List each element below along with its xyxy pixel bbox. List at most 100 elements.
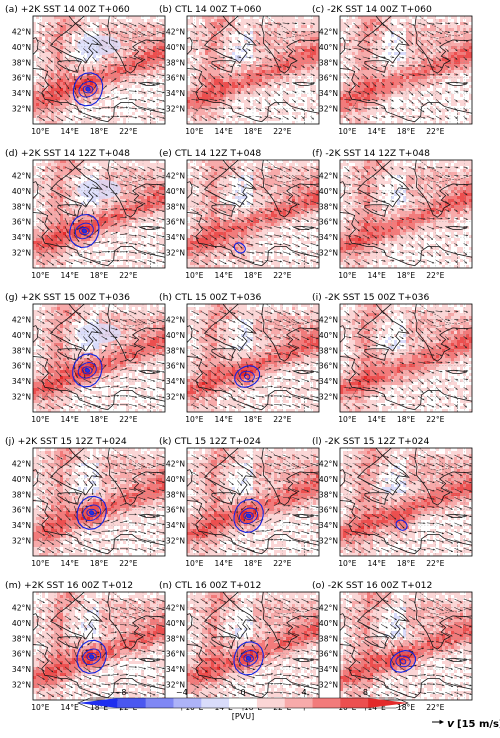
map-area [33,448,165,556]
lon-tick-label: 14°E [368,559,386,568]
map-area [340,592,472,700]
lon-tick-label: 22°E [119,415,137,424]
map-area [340,16,472,124]
lat-tick-label: 36°N [166,74,185,83]
border [344,675,358,694]
lon-tick-label: 10°E [185,559,203,568]
border [344,99,358,118]
panel-frame [186,303,320,413]
colorbar-segment [201,698,230,708]
lat-tick-label: 42°N [166,171,185,180]
panel-title: (j) +2K SST 15 12Z T+024 [5,436,127,447]
panel-title: (h) CTL 15 00Z T+036 [159,292,261,303]
lat-tick-label: 42°N [319,603,338,612]
panel-grid: (a) +2K SST 14 00Z T+060 32°N 34°N 36°N 38°N… [5,4,473,712]
map-area [340,448,472,556]
map-area [187,592,319,700]
coastline [33,181,39,200]
coastline [203,16,257,64]
lon-tick-label: 22°E [426,127,444,136]
lat-tick-label: 36°N [319,650,338,659]
map-area [33,16,165,124]
panel-title: (c) -2K SST 14 00Z T+060 [312,4,432,15]
lon-tick-label: 18°E [90,271,108,280]
border [270,463,297,471]
coastline [356,304,410,352]
coastline [33,644,165,699]
panel-g: (g) +2K SST 15 00Z T+036 32°N 34°N 36°N 38°N… [5,292,166,424]
coastline [340,68,472,123]
wind-vectors [344,598,472,698]
border [116,463,143,471]
lat-tick-label: 36°N [166,506,185,515]
border [270,607,297,615]
vortex-contours [72,72,104,107]
colorbar-segment [312,698,341,708]
coastline [356,448,410,496]
wind-vectors [191,166,319,266]
coastline [356,160,410,208]
lat-tick-label: 34°N [12,377,31,386]
border [37,387,51,406]
coastline [187,212,319,267]
lat-tick-label: 38°N [319,346,338,355]
lat-tick-label: 38°N [12,634,31,643]
vector-key: v [15 m/s] [432,717,500,730]
border [266,448,319,469]
lat-tick-label: 38°N [166,58,185,67]
lat-tick-label: 38°N [12,58,31,67]
lat-tick-label: 36°N [12,218,31,227]
coastline [57,204,82,217]
border [191,675,205,694]
lat-tick-label: 38°N [319,58,338,67]
coastline [261,304,319,362]
coastline [293,81,314,86]
lon-tick-label: 22°E [426,415,444,424]
lat-tick-label: 32°N [319,249,338,258]
border [112,304,165,325]
wind-vectors [37,22,165,122]
coastline [414,304,472,362]
coastline [340,37,346,56]
wind-vectors [344,454,472,554]
lon-tick-label: 18°E [397,127,415,136]
coastline [139,225,160,230]
colorbar-segment [340,698,369,708]
panel-title: (f) -2K SST 14 12Z T+048 [312,148,430,159]
border [419,16,472,37]
border [191,387,205,406]
lon-tick-label: 14°E [61,559,79,568]
lat-tick-label: 34°N [166,89,185,98]
lon-tick-label: 14°E [61,415,79,424]
coastline [340,181,346,200]
lon-tick-label: 18°E [90,559,108,568]
coastline [187,500,319,555]
coastline [187,68,319,123]
lon-tick-label: 10°E [31,703,49,712]
coastline [261,160,319,218]
panel-frame [32,591,166,701]
panel-b: (b) CTL 14 00Z T+060 32°N 34°N 36°N 38°N 40°N… [159,4,320,136]
lon-tick-label: 14°E [368,127,386,136]
vector-key-label: [15 m/s] [457,719,500,730]
wind-vectors [37,310,165,410]
lon-tick-label: 14°E [61,271,79,280]
lat-tick-label: 38°N [166,634,185,643]
lat-tick-label: 42°N [12,459,31,468]
vortex-contours [233,498,264,533]
coastline [107,160,165,218]
lon-tick-label: 14°E [215,559,233,568]
coastline [107,16,165,74]
coastline [57,348,82,361]
lon-tick-label: 10°E [338,559,356,568]
panel-j: (j) +2K SST 15 12Z T+024 32°N 34°N 36°N 38°N… [5,436,166,568]
colorbar-segment [145,698,174,708]
coastline [446,81,467,86]
lat-tick-label: 34°N [319,377,338,386]
lon-tick-label: 14°E [61,703,79,712]
lat-tick-label: 32°N [166,249,185,258]
map-area [187,160,319,268]
coastline [261,592,319,650]
border [191,243,205,262]
